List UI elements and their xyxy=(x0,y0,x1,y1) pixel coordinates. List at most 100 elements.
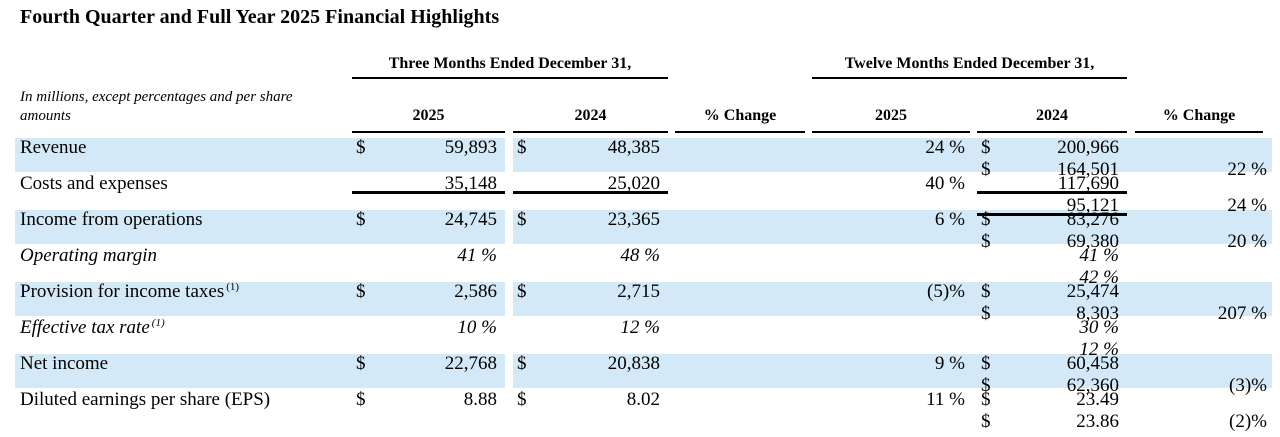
currency-symbol: $ xyxy=(981,231,991,252)
value-cell: 41 % xyxy=(977,245,1127,267)
currency-symbol: $ xyxy=(981,281,991,302)
value-cell: 95,121 xyxy=(977,195,1127,217)
currency-symbol: $ xyxy=(981,303,991,324)
value: 30 % xyxy=(1079,317,1119,338)
value: 2,586 xyxy=(454,281,497,302)
value: 12 % xyxy=(620,317,660,338)
value-cell: $8.88 xyxy=(352,389,505,411)
value: 41 % xyxy=(1079,245,1119,266)
value: 8.88 xyxy=(463,389,497,410)
currency-symbol: $ xyxy=(981,375,991,396)
percent-change-cell: 207 % xyxy=(1217,303,1267,324)
value: 95,121 xyxy=(1066,195,1119,216)
value: 8.02 xyxy=(626,389,660,410)
value: 48 % xyxy=(620,245,660,266)
table-row-provision-income-taxes: Provision for income taxes (1) $2,586 $2,… xyxy=(0,280,1280,324)
table-row-diluted-eps: Diluted earnings per share (EPS) $8.88 $… xyxy=(0,389,1280,432)
row-label: Diluted earnings per share (EPS) xyxy=(20,389,271,410)
percent-change-cell: 11 % xyxy=(926,389,965,410)
group-header-twelve-months: Twelve Months Ended December 31, xyxy=(812,52,1127,79)
group-header-three-months: Three Months Ended December 31, xyxy=(352,52,668,79)
value-cell: $8.02 xyxy=(513,389,668,411)
row-label: Net income xyxy=(20,353,109,374)
value-cell: $23.86 xyxy=(977,411,1127,433)
value: 20,838 xyxy=(607,353,660,374)
value-cell: $20,838 xyxy=(513,353,668,375)
percent-change-cell: (2)% xyxy=(1229,411,1267,432)
value-cell: $2,715 xyxy=(513,281,668,303)
table-row-net-income: Net income $22,768 $20,838 9 % $60,458 $… xyxy=(0,353,1280,396)
value: 83,276 xyxy=(1066,209,1119,230)
value-cell: 10 % xyxy=(352,317,505,339)
value: 164,501 xyxy=(1057,159,1119,180)
column-header-q4-2025: 2025 xyxy=(352,104,505,133)
value-cell: 12 % xyxy=(513,317,668,339)
value: 23,365 xyxy=(607,209,660,230)
value-cell: 41 % xyxy=(352,245,505,267)
column-header-fy-2025: 2025 xyxy=(812,104,970,133)
column-header-fy-change: % Change xyxy=(1135,104,1263,133)
value: 24,745 xyxy=(444,209,497,230)
currency-symbol: $ xyxy=(356,353,366,374)
value-cell: $200,966 xyxy=(977,137,1127,159)
currency-symbol: $ xyxy=(981,209,991,230)
value-cell: $8,303 xyxy=(977,303,1127,325)
percent-change-cell: 24 % xyxy=(1227,195,1267,216)
value: 59,893 xyxy=(444,137,497,158)
value-cell: $69,380 xyxy=(977,231,1127,253)
currency-symbol: $ xyxy=(981,411,991,432)
value-cell: 30 % xyxy=(977,317,1127,339)
currency-symbol: $ xyxy=(981,159,991,180)
row-label: Costs and expenses xyxy=(20,173,168,194)
row-label: Operating margin xyxy=(20,245,158,266)
currency-symbol: $ xyxy=(517,353,527,374)
value-cell: $62,360 xyxy=(977,375,1127,397)
table-row-revenue: Revenue $59,893 $48,385 24 % $200,966 $1… xyxy=(0,137,1280,180)
value-cell: $59,893 xyxy=(352,137,505,159)
value-cell: 117,690 xyxy=(977,173,1127,195)
currency-symbol: $ xyxy=(356,281,366,302)
value: 69,380 xyxy=(1066,231,1119,252)
value: 42 % xyxy=(1079,267,1119,288)
row-label: Provision for income taxes (1) xyxy=(20,280,240,302)
currency-symbol: $ xyxy=(981,389,991,410)
value: 48,385 xyxy=(607,137,660,158)
value: 8,303 xyxy=(1076,303,1119,324)
value: 41 % xyxy=(457,245,497,266)
percent-change-cell: 22 % xyxy=(1227,159,1267,180)
value-cell: 35,148 xyxy=(352,173,505,195)
column-header-q4-change: % Change xyxy=(675,104,805,133)
row-label: Effective tax rate (1) xyxy=(20,316,165,338)
percent-change-cell: 20 % xyxy=(1227,231,1267,252)
value: 22,768 xyxy=(444,353,497,374)
value-cell: $23,365 xyxy=(513,209,668,231)
table-row-income-from-operations: Income from operations $24,745 $23,365 6… xyxy=(0,209,1280,252)
value: 10 % xyxy=(457,317,497,338)
currency-symbol: $ xyxy=(981,137,991,158)
value-cell: 48 % xyxy=(513,245,668,267)
value: 12 % xyxy=(1079,339,1119,360)
currency-symbol: $ xyxy=(356,389,366,410)
page-title: Fourth Quarter and Full Year 2025 Financ… xyxy=(20,6,500,28)
table-body: Revenue $59,893 $48,385 24 % $200,966 $1… xyxy=(0,137,1280,432)
footnote-ref: (1) xyxy=(226,280,240,293)
value-cell: $25,474 xyxy=(977,281,1127,303)
value: 25,474 xyxy=(1066,281,1119,302)
column-header-fy-2024: 2024 xyxy=(977,104,1127,133)
value: 60,458 xyxy=(1066,353,1119,374)
value-cell: 25,020 xyxy=(513,173,668,195)
value-cell: 12 % xyxy=(977,339,1127,361)
value-cell: $48,385 xyxy=(513,137,668,159)
footnote-ref: (1) xyxy=(151,316,165,329)
value-cell: $23.49 xyxy=(977,389,1127,411)
value: 117,690 xyxy=(1057,173,1119,194)
value-cell: $22,768 xyxy=(352,353,505,375)
value: 25,020 xyxy=(607,173,660,194)
currency-symbol: $ xyxy=(517,389,527,410)
row-label: Income from operations xyxy=(20,209,203,230)
value-cell: $83,276 xyxy=(977,209,1127,231)
currency-symbol: $ xyxy=(356,209,366,230)
value: 62,360 xyxy=(1066,375,1119,396)
table-row-effective-tax-rate: Effective tax rate (1) 10 % 12 % 30 % 12 … xyxy=(0,316,1280,360)
